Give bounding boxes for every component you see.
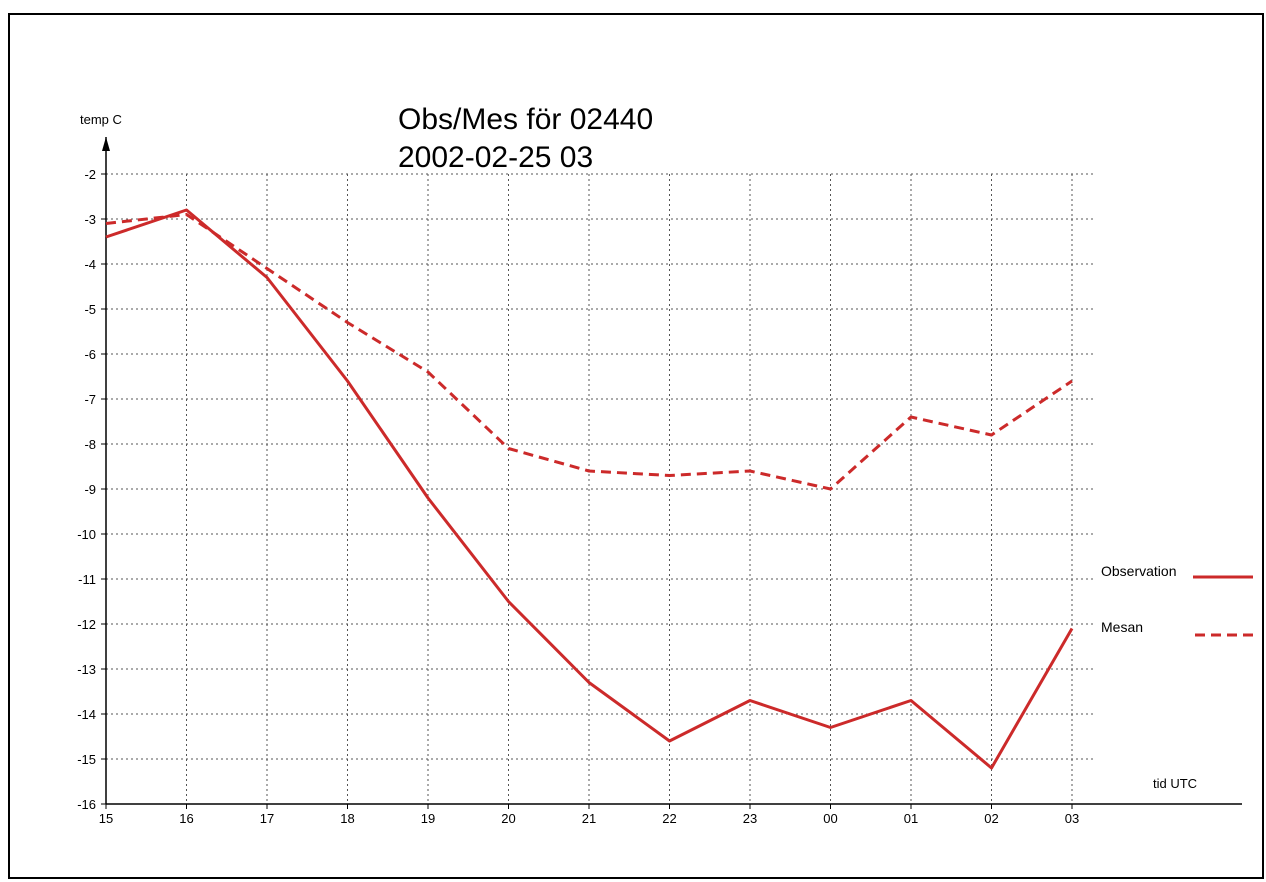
y-tick-label-12: -14 xyxy=(77,707,96,722)
y-tick-label-5: -7 xyxy=(84,392,96,407)
x-tick-label-9: 00 xyxy=(823,811,837,826)
y-tick-label-1: -3 xyxy=(84,212,96,227)
data-series xyxy=(105,208,1074,770)
legend-label-mesan: Mesan xyxy=(1101,619,1143,635)
y-tick-label-2: -4 xyxy=(84,257,96,272)
y-axis-arrow xyxy=(102,137,110,151)
y-tick-label-11: -13 xyxy=(77,662,96,677)
x-tick-label-10: 01 xyxy=(904,811,918,826)
line-chart: Obs/Mes för 02440 2002-02-25 03 -2 -3 -4 -5… xyxy=(77,103,1253,826)
y-tick-label-9: -11 xyxy=(78,572,96,587)
y-tick-label-3: -5 xyxy=(84,302,96,317)
axes xyxy=(101,137,1242,809)
chart-title-line-1: Obs/Mes för 02440 xyxy=(398,103,653,136)
x-tick-label-6: 21 xyxy=(582,811,596,826)
x-tick-label-7: 22 xyxy=(662,811,676,826)
x-tick-label-5: 20 xyxy=(501,811,515,826)
x-tick-label-3: 18 xyxy=(340,811,354,826)
x-tick-label-2: 17 xyxy=(260,811,274,826)
x-tick-label-0: 15 xyxy=(99,811,113,826)
legend: Observation Mesan xyxy=(1101,563,1253,637)
series-line-mesan xyxy=(105,213,1073,491)
x-tick-label-4: 19 xyxy=(421,811,435,826)
y-tick-label-4: -6 xyxy=(84,347,96,362)
y-tick-label-6: -8 xyxy=(84,437,96,452)
x-tick-label-8: 23 xyxy=(743,811,757,826)
legend-label-observation: Observation xyxy=(1101,563,1176,579)
x-tick-label-1: 16 xyxy=(179,811,193,826)
y-tick-label-13: -15 xyxy=(77,752,96,767)
x-tick-label-12: 03 xyxy=(1065,811,1079,826)
y-tick-label-7: -9 xyxy=(84,482,96,497)
chart-frame: Obs/Mes för 02440 2002-02-25 03 -2 -3 -4 -5… xyxy=(8,13,1264,879)
chart-title-line-2: 2002-02-25 03 xyxy=(398,141,593,174)
x-tick-label-11: 02 xyxy=(984,811,998,826)
y-tick-label-0: -2 xyxy=(84,167,96,182)
x-axis-label: tid UTC xyxy=(1153,776,1197,791)
series-line-observation xyxy=(105,208,1074,770)
y-tick-label-14: -16 xyxy=(77,797,96,812)
y-tick-label-8: -10 xyxy=(77,527,96,542)
y-axis-label: temp C xyxy=(80,112,122,127)
y-tick-label-10: -12 xyxy=(77,617,96,632)
